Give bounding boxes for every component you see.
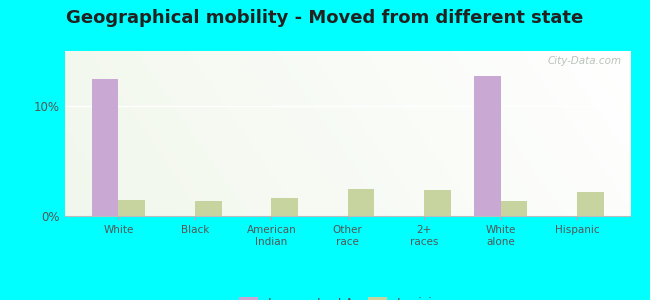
Bar [424,190,451,216]
Text: City-Data.com: City-Data.com [548,56,622,66]
Legend: Lecompte, LA, Louisiana: Lecompte, LA, Louisiana [234,292,462,300]
Bar [577,192,604,216]
Bar [118,200,145,216]
Bar [474,76,500,216]
Bar [92,79,118,216]
Text: Geographical mobility - Moved from different state: Geographical mobility - Moved from diffe… [66,9,584,27]
Bar [271,198,298,216]
Bar [195,201,222,216]
Bar [348,188,374,216]
Bar [500,201,527,216]
